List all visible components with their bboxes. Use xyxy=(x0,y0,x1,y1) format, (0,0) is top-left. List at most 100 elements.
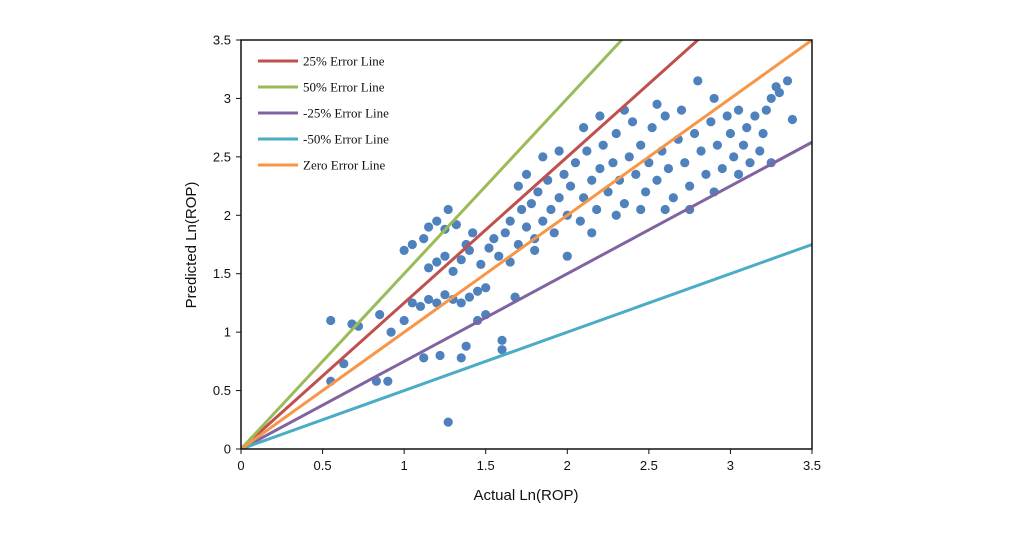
data-point xyxy=(595,111,605,121)
data-point xyxy=(521,222,532,232)
data-point xyxy=(424,263,434,273)
data-point xyxy=(624,152,634,162)
data-point xyxy=(693,76,703,86)
data-point xyxy=(676,105,687,115)
x-tick-label: 3.5 xyxy=(803,458,821,473)
data-point xyxy=(432,257,442,267)
data-point xyxy=(456,255,466,265)
data-point xyxy=(644,158,654,168)
data-point xyxy=(750,111,760,121)
data-point xyxy=(500,228,510,238)
data-point xyxy=(415,301,426,312)
data-point xyxy=(608,158,618,168)
data-point xyxy=(448,266,458,276)
error-lines-layer xyxy=(241,40,812,449)
data-point xyxy=(468,228,478,238)
y-axis-ticks: 0 0.5 1 1.5 2 2.5 3 3.5 xyxy=(213,33,241,457)
data-point xyxy=(461,341,471,351)
data-point xyxy=(375,310,385,320)
data-point xyxy=(538,216,548,226)
data-point xyxy=(399,315,409,326)
data-point xyxy=(326,315,336,326)
data-point xyxy=(647,123,657,133)
y-tick-label: 2.5 xyxy=(213,149,231,164)
data-point xyxy=(587,175,597,185)
data-point xyxy=(592,204,602,215)
data-point xyxy=(383,376,393,386)
y-axis-title: Predicted Ln(ROP) xyxy=(183,182,200,309)
y-tick-label: 0.5 xyxy=(213,383,231,398)
data-point xyxy=(579,193,589,203)
data-point xyxy=(451,220,461,230)
data-point xyxy=(505,216,515,226)
data-point xyxy=(456,298,466,308)
error-line xyxy=(241,40,812,449)
data-point xyxy=(484,243,494,253)
data-point xyxy=(611,128,621,139)
data-point xyxy=(464,292,474,302)
x-tick-label: 1.5 xyxy=(477,458,495,473)
y-tick-label: 0 xyxy=(224,442,231,457)
legend-label: Zero Error Line xyxy=(303,158,386,173)
x-tick-label: 0.5 xyxy=(314,458,332,473)
data-point xyxy=(456,353,466,363)
data-point xyxy=(733,105,744,115)
data-point xyxy=(652,99,662,109)
data-point xyxy=(636,204,646,215)
data-point xyxy=(489,234,499,244)
y-tick-label: 2 xyxy=(224,208,231,223)
data-point xyxy=(432,216,442,226)
data-point xyxy=(505,257,515,267)
data-point xyxy=(722,111,732,121)
data-point xyxy=(443,417,453,427)
data-point xyxy=(758,128,768,139)
data-point xyxy=(640,187,651,197)
y-tick-label: 1 xyxy=(224,325,231,340)
data-point xyxy=(497,335,507,345)
error-line xyxy=(241,40,623,449)
data-point xyxy=(517,204,527,215)
data-point xyxy=(709,93,719,104)
data-point xyxy=(774,87,784,98)
data-point xyxy=(598,140,608,150)
data-point xyxy=(407,239,417,250)
plot-frame xyxy=(240,39,813,450)
x-tick-label: 2.5 xyxy=(640,458,658,473)
data-point xyxy=(435,350,445,361)
data-point xyxy=(579,123,589,133)
data-point xyxy=(782,76,793,86)
data-point xyxy=(701,169,711,179)
data-point xyxy=(440,251,450,261)
error-line xyxy=(241,140,812,449)
data-point xyxy=(660,111,670,121)
legend-label: -25% Error Line xyxy=(303,106,389,121)
data-point xyxy=(603,187,613,197)
data-point xyxy=(652,175,662,185)
y-tick-label: 3.5 xyxy=(213,33,231,48)
data-point xyxy=(787,114,798,125)
data-point xyxy=(440,290,450,300)
data-point xyxy=(611,210,621,220)
x-tick-label: 2 xyxy=(564,458,571,473)
data-point xyxy=(538,152,548,162)
data-point xyxy=(419,353,429,363)
data-point xyxy=(546,204,556,215)
data-point xyxy=(668,193,678,203)
data-point xyxy=(339,359,349,369)
legend-label: -50% Error Line xyxy=(303,132,389,147)
data-point xyxy=(627,117,638,127)
data-point xyxy=(685,181,695,191)
data-point xyxy=(443,204,453,215)
data-point xyxy=(725,128,736,139)
data-point xyxy=(424,294,434,305)
data-point xyxy=(407,298,417,308)
data-point xyxy=(497,345,507,355)
x-axis-ticks: 0 0.5 1 1.5 2 2.5 3 3.5 xyxy=(237,449,821,473)
points-layer xyxy=(326,76,798,427)
data-point xyxy=(582,146,592,156)
data-point xyxy=(386,327,396,337)
x-tick-label: 3 xyxy=(727,458,734,473)
y-tick-label: 3 xyxy=(224,91,231,106)
data-point xyxy=(738,140,749,150)
